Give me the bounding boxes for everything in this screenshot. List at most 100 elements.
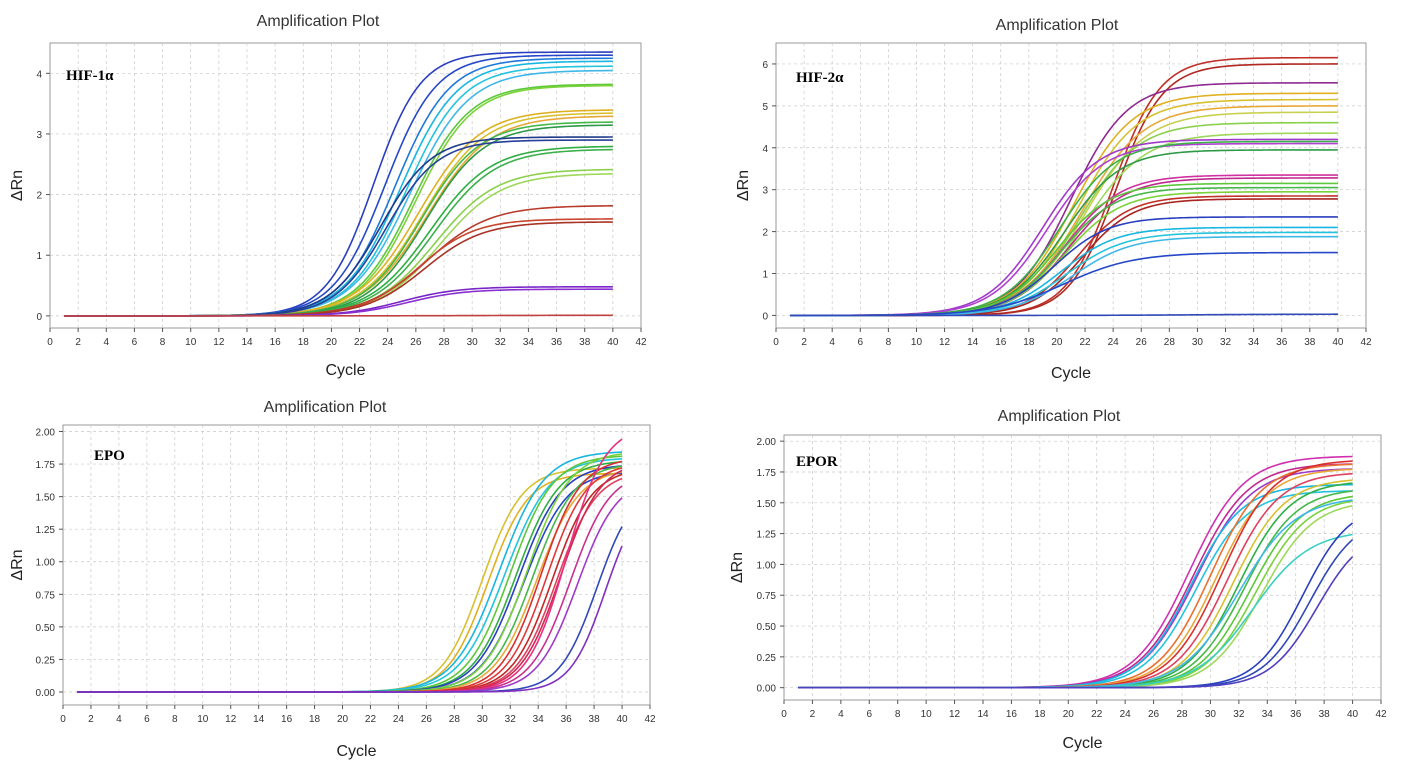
x-tick-label: 36: [551, 337, 563, 348]
x-tick-label: 28: [449, 714, 461, 725]
x-tick-label: 8: [172, 714, 178, 725]
amplification-curve-20: [798, 556, 1354, 689]
x-tick-label: 38: [579, 337, 591, 348]
y-tick-label: 1.25: [757, 530, 777, 541]
x-tick-label: 24: [1108, 337, 1120, 348]
x-tick-label: 40: [1347, 709, 1359, 720]
y-tick-label: 2: [36, 191, 42, 202]
x-tick-label: 30: [477, 714, 489, 725]
x-tick-label: 28: [438, 337, 450, 348]
x-tick-label: 26: [421, 714, 433, 725]
x-tick-label: 14: [977, 709, 989, 720]
y-tick-label: 1: [762, 270, 768, 281]
x-tick-label: 42: [1375, 709, 1387, 720]
x-tick-label: 24: [1120, 709, 1132, 720]
y-tick-label: 0: [762, 311, 768, 322]
x-tick-label: 42: [1360, 337, 1372, 348]
x-tick-label: 18: [1034, 709, 1046, 720]
x-tick-label: 40: [616, 714, 628, 725]
x-tick-label: 24: [382, 337, 394, 348]
x-tick-label: 32: [1233, 709, 1245, 720]
chart-title: Amplification Plot: [996, 17, 1119, 34]
x-axis-label: Cycle: [1062, 735, 1102, 752]
y-axis-label: ΔRn: [9, 170, 26, 201]
y-tick-label: 0.75: [757, 591, 777, 602]
x-tick-label: 36: [561, 714, 573, 725]
x-tick-label: 6: [858, 337, 864, 348]
curve-group: [798, 455, 1354, 689]
y-tick-label: 1.50: [36, 493, 56, 504]
x-tick-label: 24: [393, 714, 405, 725]
y-tick-label: 1.25: [36, 525, 56, 536]
x-tick-label: 42: [644, 714, 656, 725]
y-tick-label: 2.00: [36, 428, 56, 439]
y-tick-label: 0.25: [36, 655, 56, 666]
x-tick-label: 38: [589, 714, 601, 725]
x-tick-label: 2: [801, 337, 807, 348]
x-tick-label: 2: [88, 714, 94, 725]
y-tick-label: 3: [762, 186, 768, 197]
x-tick-label: 16: [995, 337, 1007, 348]
x-tick-label: 28: [1164, 337, 1176, 348]
x-tick-label: 10: [197, 714, 209, 725]
x-tick-label: 22: [365, 714, 377, 725]
y-tick-label: 2: [762, 228, 768, 239]
x-tick-label: 14: [967, 337, 979, 348]
x-tick-label: 22: [1079, 337, 1091, 348]
x-tick-label: 4: [116, 714, 122, 725]
y-axis-label: ΔRn: [735, 170, 752, 201]
x-tick-label: 4: [104, 337, 110, 348]
x-tick-label: 8: [895, 709, 901, 720]
x-tick-label: 28: [1176, 709, 1188, 720]
x-tick-label: 32: [505, 714, 517, 725]
x-tick-label: 34: [1262, 709, 1274, 720]
y-tick-label: 2.00: [757, 437, 777, 448]
y-tick-label: 1.75: [36, 460, 56, 471]
x-tick-label: 36: [1276, 337, 1288, 348]
x-tick-label: 12: [949, 709, 961, 720]
x-tick-label: 38: [1319, 709, 1331, 720]
x-tick-label: 26: [410, 337, 422, 348]
x-tick-label: 18: [309, 714, 321, 725]
x-tick-label: 6: [144, 714, 150, 725]
amplification-curve-21: [76, 545, 623, 693]
x-tick-label: 10: [911, 337, 923, 348]
y-axis-label: ΔRn: [729, 552, 746, 583]
y-tick-label: 4: [762, 144, 768, 155]
x-tick-label: 6: [132, 337, 138, 348]
chart-title: Amplification Plot: [998, 408, 1121, 425]
x-tick-label: 6: [867, 709, 873, 720]
x-tick-label: 14: [241, 337, 253, 348]
x-tick-label: 16: [1006, 709, 1018, 720]
x-tick-label: 32: [495, 337, 507, 348]
x-tick-label: 10: [185, 337, 197, 348]
x-tick-label: 8: [886, 337, 892, 348]
y-tick-label: 0.75: [36, 590, 56, 601]
x-tick-label: 22: [1091, 709, 1103, 720]
x-tick-label: 0: [47, 337, 53, 348]
x-tick-label: 20: [1051, 337, 1063, 348]
x-tick-label: 16: [270, 337, 282, 348]
x-tick-label: 20: [1063, 709, 1075, 720]
gene-label: HIF-2α: [796, 70, 844, 86]
x-tick-label: 18: [298, 337, 310, 348]
x-axis-label: Cycle: [1051, 365, 1091, 382]
y-tick-label: 1.75: [757, 468, 777, 479]
plot-area: [783, 434, 1382, 701]
x-tick-label: 34: [533, 714, 545, 725]
gene-label: HIF-1α: [66, 68, 114, 84]
x-tick-label: 12: [939, 337, 951, 348]
x-tick-label: 26: [1136, 337, 1148, 348]
chart-title: Amplification Plot: [257, 13, 380, 30]
x-tick-label: 26: [1148, 709, 1160, 720]
gene-label: EPOR: [796, 454, 838, 470]
x-tick-label: 0: [781, 709, 787, 720]
y-tick-label: 0.50: [757, 622, 777, 633]
x-axis-label: Cycle: [325, 362, 365, 379]
x-tick-label: 12: [225, 714, 237, 725]
y-tick-label: 1.50: [757, 499, 777, 510]
curve-group: [76, 438, 623, 693]
